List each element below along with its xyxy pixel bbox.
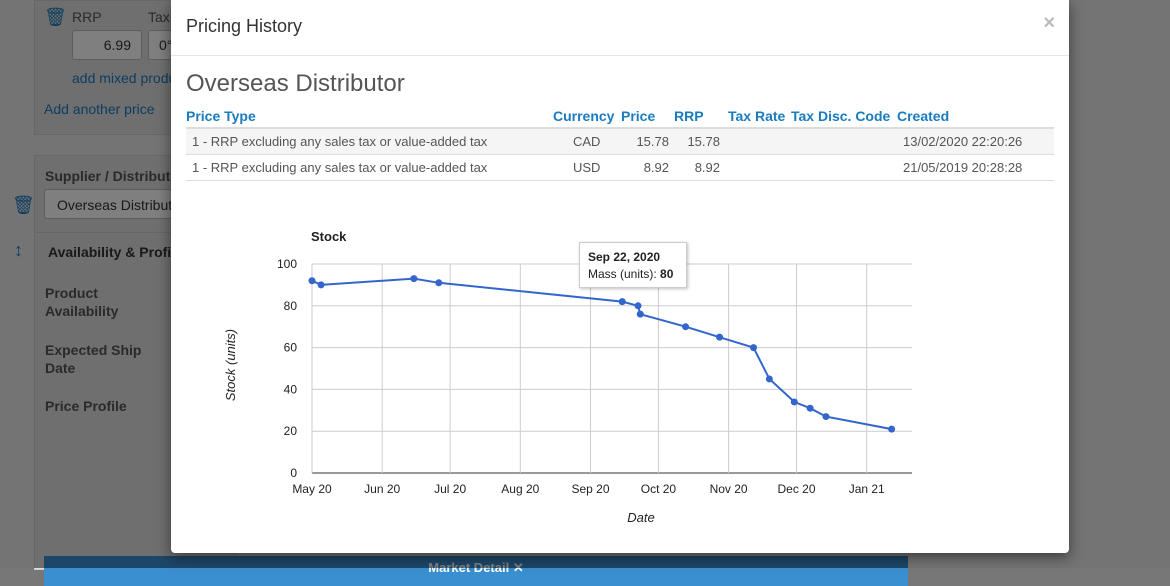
tooltip-date: Sep 22, 2020 [588,250,661,264]
data-point [317,281,325,289]
cell-tax-disc-code [791,154,897,181]
modal-header: Pricing History × [171,0,1069,56]
stock-series-points [308,275,896,433]
chart-tooltip: Sep 22, 2020 Mass (units): 80 [579,242,687,288]
x-axis-ticks: May 20 Jun 20 Jul 20 Aug 20 Sep 20 Oct 20 Nov … [292,482,885,496]
x-tick-label: Jul 20 [434,482,466,496]
y-tick-label: 0 [290,466,297,480]
data-point [750,344,758,352]
cell-rrp: 8.92 [674,154,728,181]
stock-chart: Stock 0 20 40 60 80 100 May 20 Jun 20 Jul 20 Aug… [223,229,912,525]
x-tick-label: Nov 20 [710,482,748,496]
y-tick-label: 100 [277,257,297,271]
cell-created: 21/05/2019 20:28:28 [897,154,1054,181]
table-header-row: Price Type Currency Price RRP Tax Rate T… [186,106,1054,129]
x-tick-label: Jan 21 [849,482,885,496]
x-tick-label: Aug 20 [501,482,539,496]
table-row: 1 - RRP excluding any sales tax or value… [186,128,1054,155]
x-tick-label: Sep 20 [571,482,609,496]
pricing-history-table: Price Type Currency Price RRP Tax Rate T… [186,106,1054,181]
data-point [822,413,830,421]
y-tick-label: 20 [284,424,298,438]
stock-series-line [311,277,892,431]
column-header-created[interactable]: Created [897,106,1054,129]
x-axis-label: Date [627,510,654,525]
y-axis-ticks: 0 20 40 60 80 100 [277,257,297,480]
tooltip-value: 80 [660,267,674,281]
cell-currency: CAD [553,128,621,155]
data-point [636,310,644,318]
data-point [716,333,724,341]
x-tick-label: May 20 [292,482,332,496]
column-header-price-type[interactable]: Price Type [186,106,553,129]
cell-tax-rate [728,154,791,181]
column-header-rrp[interactable]: RRP [674,106,728,129]
y-tick-label: 60 [284,341,298,355]
y-tick-label: 80 [284,299,298,313]
column-header-currency[interactable]: Currency [553,106,621,129]
x-tick-label: Jun 20 [364,482,400,496]
cell-price: 8.92 [621,154,674,181]
x-tick-label: Oct 20 [641,482,677,496]
pricing-history-modal: Pricing History × Overseas Distributor P… [171,0,1069,553]
close-icon[interactable]: × [1043,12,1055,34]
data-point [806,404,814,412]
y-tick-label: 40 [284,382,298,396]
table-row: 1 - RRP excluding any sales tax or value… [186,154,1054,181]
cell-currency: USD [553,154,621,181]
tooltip-label: Mass (units): [588,267,661,281]
modal-title: Pricing History [186,16,303,36]
cell-price-type: 1 - RRP excluding any sales tax or value… [186,128,553,155]
data-point [435,279,443,287]
data-point [790,398,798,406]
column-header-tax-rate[interactable]: Tax Rate [728,106,791,129]
column-header-price[interactable]: Price [621,106,674,129]
cell-tax-disc-code [791,128,897,155]
data-point [765,375,773,383]
cell-price: 15.78 [621,128,674,155]
chart-grid [311,263,912,474]
data-point [618,298,626,306]
column-header-tax-disc-code[interactable]: Tax Disc. Code [791,106,897,129]
x-tick-label: Dec 20 [778,482,816,496]
data-point [634,302,642,310]
tooltip-value-line: Mass (units): 80 [588,267,686,281]
cell-tax-rate [728,128,791,155]
cell-price-type: 1 - RRP excluding any sales tax or value… [186,154,553,181]
cell-created: 13/02/2020 22:20:26 [897,128,1054,155]
cell-rrp: 15.78 [674,128,728,155]
data-point [888,425,896,433]
data-point [308,277,316,285]
data-point [682,323,690,331]
distributor-name: Overseas Distributor [186,70,405,97]
y-axis-label: Stock (units) [223,329,238,401]
data-point [410,275,418,283]
chart-title: Stock [311,229,347,244]
